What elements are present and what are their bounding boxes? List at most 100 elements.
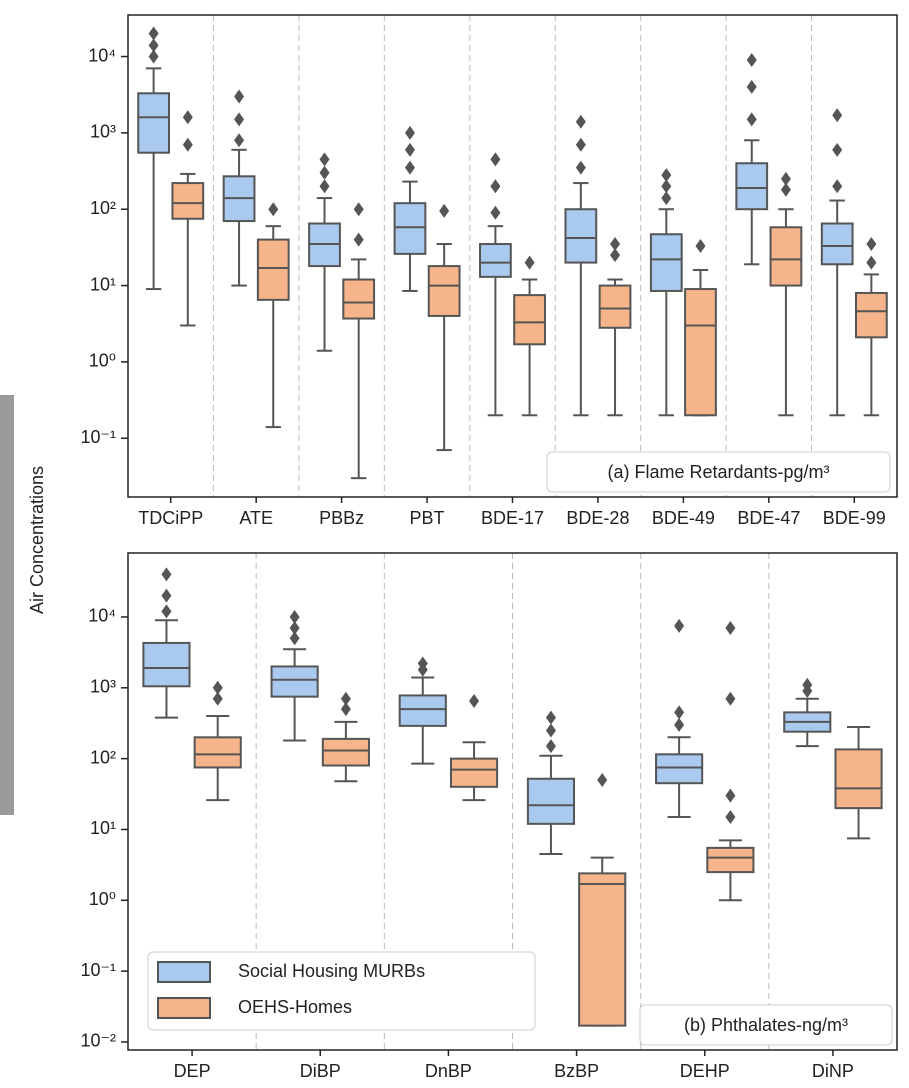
outlier <box>866 237 876 251</box>
y-tick-label: 10⁰ <box>89 889 116 909</box>
x-tick-label: BzBP <box>554 1061 599 1081</box>
outlier <box>161 604 171 618</box>
box <box>258 240 289 300</box>
y-tick-label: 10⁴ <box>88 45 116 65</box>
outlier <box>405 161 415 175</box>
x-tick-label: DiBP <box>300 1061 341 1081</box>
outlier <box>268 202 278 216</box>
outlier <box>405 126 415 140</box>
box <box>195 737 241 767</box>
outlier <box>161 589 171 603</box>
box <box>579 873 625 1025</box>
annotation: (b) Phthalates-ng/m³ <box>684 1015 848 1035</box>
x-tick-label: BDE-47 <box>737 508 800 528</box>
box <box>429 266 460 316</box>
y-tick-label: 10³ <box>90 122 116 142</box>
outlier <box>439 204 449 218</box>
y-tick-label: 10¹ <box>90 818 116 838</box>
box <box>528 779 574 824</box>
outlier <box>405 143 415 157</box>
legend-swatch <box>158 962 210 982</box>
box <box>736 163 767 209</box>
outlier <box>610 237 620 251</box>
outlier <box>546 723 556 737</box>
outlier <box>320 166 330 180</box>
y-tick-label: 10² <box>90 198 116 218</box>
box <box>600 286 631 328</box>
x-tick-label: BDE-49 <box>652 508 715 528</box>
box <box>565 209 596 262</box>
y-tick-label: 10⁴ <box>88 606 116 626</box>
x-tick-label: PBBz <box>319 508 364 528</box>
outlier <box>747 53 757 67</box>
outlier <box>747 112 757 126</box>
annotation: (a) Flame Retardants-pg/m³ <box>607 462 829 482</box>
outlier <box>234 133 244 147</box>
box <box>395 203 426 254</box>
outlier <box>674 619 684 633</box>
box <box>138 93 169 152</box>
outlier <box>661 168 671 182</box>
outlier <box>725 692 735 706</box>
y-tick-label: 10⁰ <box>89 351 116 371</box>
box <box>822 224 853 265</box>
outlier <box>234 112 244 126</box>
y-tick-label: 10⁻¹ <box>80 960 116 980</box>
outlier <box>234 89 244 103</box>
outlier <box>546 711 556 725</box>
box <box>514 295 545 344</box>
y-axis-label: Air Concentrations <box>27 466 47 614</box>
outlier <box>354 233 364 247</box>
outlier <box>832 179 842 193</box>
box <box>343 280 374 319</box>
legend-swatch <box>158 998 210 1018</box>
box <box>856 293 887 337</box>
box <box>400 695 446 725</box>
box <box>651 234 682 291</box>
y-tick-label: 10⁻¹ <box>80 427 116 447</box>
x-tick-label: DnBP <box>425 1061 472 1081</box>
legend-label: Social Housing MURBs <box>238 961 425 981</box>
outlier <box>546 739 556 753</box>
x-tick-label: PBT <box>410 508 445 528</box>
figure: Air Concentrations 10⁻¹ 10⁰ 10¹ 10² 10³ 10⁴ TD… <box>0 0 909 1083</box>
outlier <box>213 681 223 695</box>
outlier <box>341 692 351 706</box>
legend-label: OEHS-Homes <box>238 997 352 1017</box>
box <box>707 848 753 872</box>
box <box>835 749 881 808</box>
outlier <box>832 108 842 122</box>
outlier <box>576 115 586 129</box>
outlier <box>320 179 330 193</box>
x-tick-label: DEHP <box>680 1061 730 1081</box>
outlier <box>725 810 735 824</box>
outlier <box>781 172 791 186</box>
outlier <box>674 705 684 719</box>
box <box>656 754 702 783</box>
outlier <box>469 694 479 708</box>
box <box>771 227 802 285</box>
box <box>451 759 497 787</box>
y-tick-label: 10⁻² <box>80 1031 116 1051</box>
outlier <box>576 161 586 175</box>
outlier <box>183 138 193 152</box>
x-tick-label: TDCiPP <box>138 508 203 528</box>
box <box>172 183 203 219</box>
x-tick-label: DEP <box>174 1061 211 1081</box>
outlier <box>695 239 705 253</box>
photo-edge <box>0 395 14 815</box>
x-tick-label: BDE-17 <box>481 508 544 528</box>
x-tick-label: BDE-99 <box>823 508 886 528</box>
x-tick-label: BDE-28 <box>566 508 629 528</box>
outlier <box>490 152 500 166</box>
outlier <box>832 143 842 157</box>
outlier <box>597 773 607 787</box>
outlier <box>674 718 684 732</box>
outlier <box>183 110 193 124</box>
outlier <box>866 256 876 270</box>
box <box>323 739 369 766</box>
outlier <box>149 27 159 41</box>
outlier <box>161 567 171 581</box>
outlier <box>725 789 735 803</box>
box <box>272 666 318 696</box>
